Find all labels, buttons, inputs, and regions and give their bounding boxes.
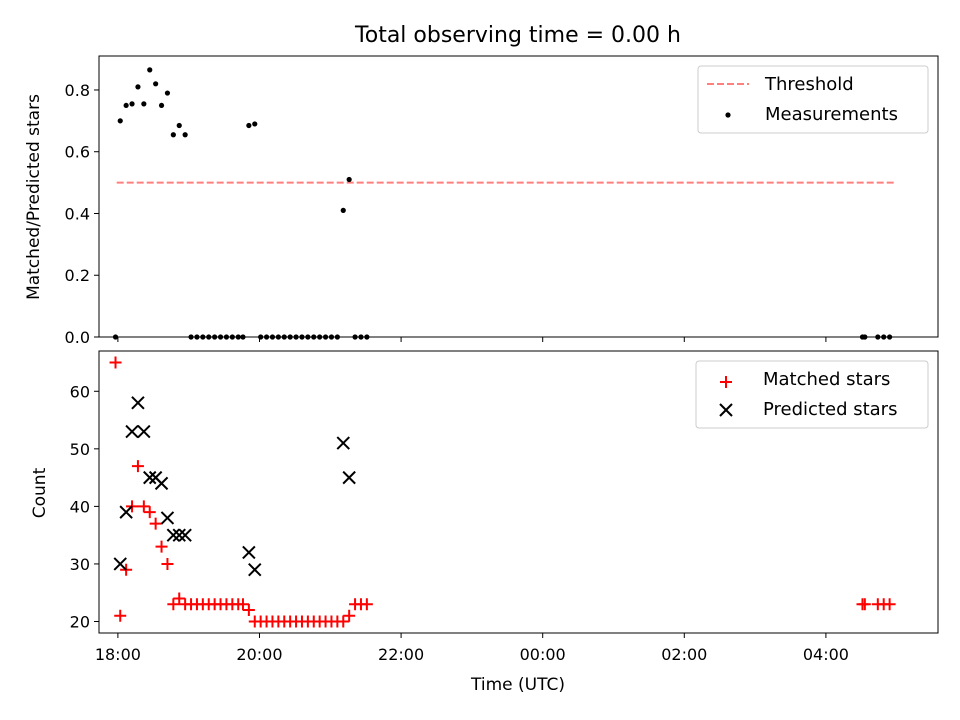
predicted-stars-point: [119, 505, 133, 519]
measurement-point: [158, 102, 165, 109]
x-tick-label: 02:00: [661, 645, 707, 664]
matched-stars-point: [242, 603, 255, 616]
predicted-stars-point: [160, 511, 175, 525]
predicted-stars-point: [131, 396, 145, 410]
chart-title: Total observing time = 0.00 h: [354, 23, 681, 48]
matched-stars-point: [149, 517, 162, 530]
measurement-point: [170, 132, 176, 138]
predicted-stars-point: [125, 424, 139, 439]
measurement-point: [340, 207, 346, 213]
legend-threshold-label: Threshold: [764, 74, 854, 95]
y-tick-label: 40: [70, 497, 90, 516]
predicted-stars-point: [154, 476, 169, 491]
measurement-point: [117, 118, 123, 124]
legend-matched-label: Matched stars: [763, 369, 890, 390]
bottom-axes-frame: [98, 350, 939, 634]
matched-stars-point: [360, 598, 373, 611]
x-axis-label: Time (UTC): [470, 675, 565, 695]
y-axis-label-ratio: Matched/Predicted stars: [24, 94, 44, 300]
matched-stars-point: [137, 500, 150, 513]
y-tick-label: 0.4: [65, 204, 90, 223]
x-tick-label: 00:00: [520, 645, 566, 664]
y-tick-label: 20: [70, 612, 90, 631]
top-panel: Total observing time = 0.00 h Matched/Pr…: [24, 23, 939, 347]
matched-stars-point: [131, 460, 144, 473]
matched-stars-point: [173, 592, 186, 605]
legend-matched-swatch: [720, 376, 732, 388]
x-tick-label: 22:00: [378, 645, 424, 664]
matched-stars-point: [143, 506, 156, 519]
bottom-plot-area: 20 30 40 50 60 18:00 20:00 22:00 00:00 02:00 04:00: [70, 356, 896, 664]
matched-stars-point: [858, 598, 871, 611]
measurement-point: [182, 132, 188, 138]
matched-stars-point: [161, 557, 174, 570]
legend-predicted-label: Predicted stars: [763, 399, 897, 420]
measurement-point: [141, 101, 147, 107]
top-axes-frame: [98, 55, 939, 338]
predicted-stars-point: [242, 545, 256, 560]
bottom-legend-box: [695, 360, 929, 429]
y-tick-label: 30: [70, 555, 90, 574]
matched-stars-point: [236, 598, 249, 611]
y-axis-label-count: Count: [30, 467, 50, 518]
measurement-point: [129, 101, 135, 107]
predicted-stars-point: [143, 470, 157, 485]
y-tick-label: 0.6: [65, 143, 90, 162]
predicted-stars-point: [113, 557, 127, 571]
bottom-legend: Matched stars Predicted stars: [695, 360, 929, 429]
top-legend: Threshold Measurements: [697, 65, 929, 134]
predicted-stars-point: [166, 528, 181, 542]
measurement-point: [346, 176, 352, 183]
predicted-stars-point: [248, 562, 262, 577]
matched-stars-point: [109, 356, 122, 369]
measurement-point: [246, 122, 252, 129]
predicted-stars-point: [342, 470, 356, 485]
measurement-point: [153, 81, 159, 87]
matched-stars-point: [883, 598, 896, 611]
matched-stars-point: [167, 598, 180, 611]
measurement-point: [147, 67, 153, 73]
measurement-point: [164, 90, 171, 96]
legend-predicted-swatch: [719, 403, 733, 417]
matched-stars-point: [155, 540, 168, 553]
y-tick-label: 0.0: [65, 328, 90, 347]
top-legend-box: [697, 65, 929, 134]
matched-stars-point: [337, 615, 350, 628]
legend-measurements-swatch: [725, 112, 731, 118]
measurement-point: [176, 122, 182, 129]
predicted-stars-point: [336, 436, 350, 450]
x-tick-label: 18:00: [95, 645, 141, 664]
y-tick-label: 60: [70, 382, 90, 401]
predicted-stars-point: [178, 528, 192, 542]
y-tick-label: 0.8: [65, 81, 90, 100]
x-tick-label: 20:00: [236, 645, 282, 664]
top-plot-area: 0.0 0.2 0.4 0.6 0.8: [65, 67, 895, 347]
y-tick-label: 50: [70, 440, 90, 459]
legend-measurements-label: Measurements: [765, 104, 898, 125]
measurement-point: [252, 121, 258, 127]
bottom-panel: Count Time (UTC) 20 30 40 50 60 18:00 20:00 22:…: [30, 350, 939, 695]
predicted-stars-point: [172, 528, 186, 542]
measurement-point: [123, 102, 129, 109]
measurement-point: [135, 84, 141, 90]
predicted-stars-point: [137, 424, 151, 439]
matched-stars-point: [114, 609, 127, 622]
matched-stars-point: [343, 609, 356, 622]
y-tick-label: 0.2: [65, 266, 90, 285]
x-tick-label: 04:00: [803, 645, 849, 664]
